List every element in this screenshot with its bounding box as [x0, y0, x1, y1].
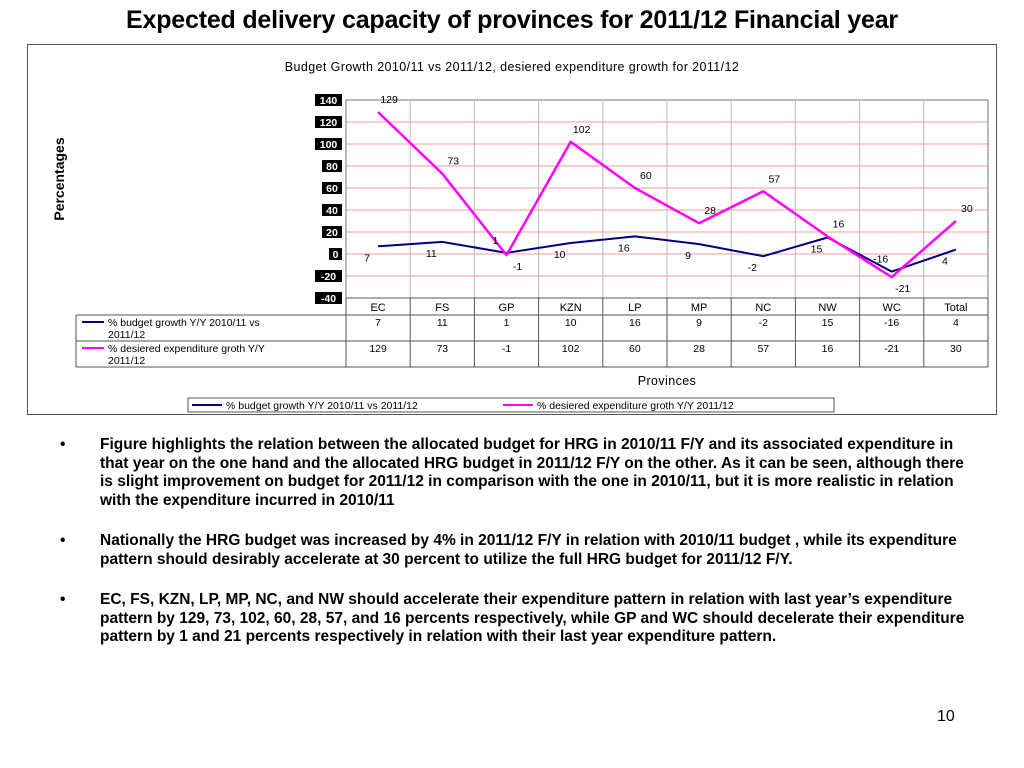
tick-label-bg	[315, 116, 342, 128]
data-label: 1	[493, 235, 499, 247]
y-tick-label: 0	[333, 249, 339, 261]
table-cell-value: 7	[375, 317, 381, 329]
y-tick-label: -40	[321, 293, 336, 305]
x-tick-label: GP	[499, 302, 515, 314]
data-label: 11	[426, 248, 437, 260]
data-label: 7	[364, 252, 370, 264]
tick-label-bg	[322, 182, 342, 194]
table-cell-value: 129	[369, 343, 387, 355]
data-label: 30	[961, 203, 973, 215]
series-line	[377, 111, 957, 279]
table-cell-value: 1	[504, 317, 510, 329]
bullet-list: • Figure highlights the relation between …	[60, 436, 970, 669]
table-cell-value: 16	[629, 317, 641, 329]
data-label: 28	[704, 205, 716, 217]
tick-label-bg	[322, 226, 342, 238]
bullet-item: • Figure highlights the relation between …	[60, 436, 970, 510]
x-tick-label: WC	[883, 302, 901, 314]
y-tick-label: 80	[326, 161, 338, 173]
x-tick-label: EC	[370, 302, 385, 314]
y-tick-label: 120	[320, 117, 338, 129]
x-tick-label: NC	[755, 302, 771, 314]
data-label: -16	[873, 254, 888, 266]
y-tick-label: 60	[326, 183, 338, 195]
table-cell-value: -16	[884, 317, 899, 329]
page-number: 10	[937, 708, 955, 725]
table-cell-value: 15	[822, 317, 834, 329]
series-line	[378, 235, 957, 273]
chart-frame: Budget Growth 2010/11 vs 2011/12, desier…	[27, 44, 997, 415]
bullet-text: EC, FS, KZN, LP, MP, NC, and NW should a…	[100, 591, 965, 645]
y-tick-label: 20	[326, 227, 338, 239]
tick-label-bg	[315, 270, 342, 282]
x-tick-label: KZN	[560, 302, 582, 314]
table-cell-value: 28	[693, 343, 705, 355]
table-cell-value: 11	[437, 317, 448, 329]
table-cell-value: 30	[950, 343, 962, 355]
data-label: 10	[554, 249, 566, 261]
data-label: 102	[573, 124, 591, 136]
data-label: -1	[513, 261, 522, 273]
x-axis-label: Provinces	[638, 374, 696, 388]
bullet-marker: •	[60, 532, 66, 549]
tick-label-bg	[322, 160, 342, 172]
data-label: 73	[447, 156, 459, 168]
line-chart: Budget Growth 2010/11 vs 2011/12, desier…	[51, 60, 989, 413]
table-cell-value: 73	[436, 343, 448, 355]
y-tick-label: 140	[320, 95, 338, 107]
tick-label-bg	[322, 204, 342, 216]
data-label: 4	[942, 256, 948, 268]
legend-label: % desiered expenditure groth Y/Y 2011/12	[537, 400, 734, 412]
bullet-item: • EC, FS, KZN, LP, MP, NC, and NW should …	[60, 591, 970, 647]
data-label: 129	[380, 94, 398, 106]
y-tick-label: 100	[320, 139, 338, 151]
bullet-item: • Nationally the HRG budget was increased…	[60, 532, 970, 569]
x-tick-label: NW	[818, 302, 837, 314]
x-tick-label: Total	[944, 302, 967, 314]
tick-label-bg	[315, 138, 342, 150]
data-label: 9	[685, 250, 691, 262]
table-cell-value: 16	[822, 343, 834, 355]
table-cell-value: 10	[565, 317, 577, 329]
data-label: 60	[640, 170, 652, 182]
y-tick-label: 40	[326, 205, 338, 217]
data-label: 16	[618, 242, 630, 254]
table-cell-value: 57	[757, 343, 769, 355]
tick-label-bg	[329, 248, 342, 260]
y-axis-label: Percentages	[51, 137, 67, 220]
data-label: -21	[895, 283, 910, 295]
table-cell-value: -2	[759, 317, 768, 329]
data-label: -2	[748, 262, 757, 274]
x-tick-label: LP	[628, 302, 641, 314]
y-tick-label: -20	[321, 271, 336, 283]
data-label: 15	[811, 244, 823, 256]
chart-title: Budget Growth 2010/11 vs 2011/12, desier…	[285, 60, 740, 74]
bullet-marker: •	[60, 436, 66, 453]
table-series-name: % budget growth Y/Y 2010/11 vs 2011/12	[108, 317, 260, 341]
data-label: 57	[768, 173, 780, 185]
table-cell-value: 60	[629, 343, 641, 355]
bullet-text: Figure highlights the relation between t…	[100, 436, 964, 509]
slide-title: Expected delivery capacity of provinces …	[126, 6, 898, 34]
legend-label: % budget growth Y/Y 2010/11 vs 2011/12	[226, 400, 418, 412]
table-series-name: % desiered expenditure groth Y/Y 2011/12	[108, 343, 265, 367]
x-tick-label: MP	[691, 302, 708, 314]
table-cell-value: -1	[502, 343, 511, 355]
bullet-text: Nationally the HRG budget was increased …	[100, 532, 957, 568]
table-cell-value: 9	[696, 317, 702, 329]
table-cell-value: 102	[562, 343, 580, 355]
bullet-marker: •	[60, 591, 66, 608]
table-cell-value: 4	[953, 317, 959, 329]
tick-label-bg	[315, 292, 342, 304]
x-tick-label: FS	[435, 302, 449, 314]
tick-label-bg	[315, 94, 342, 106]
table-cell-value: -21	[884, 343, 899, 355]
data-label: 16	[833, 218, 845, 230]
